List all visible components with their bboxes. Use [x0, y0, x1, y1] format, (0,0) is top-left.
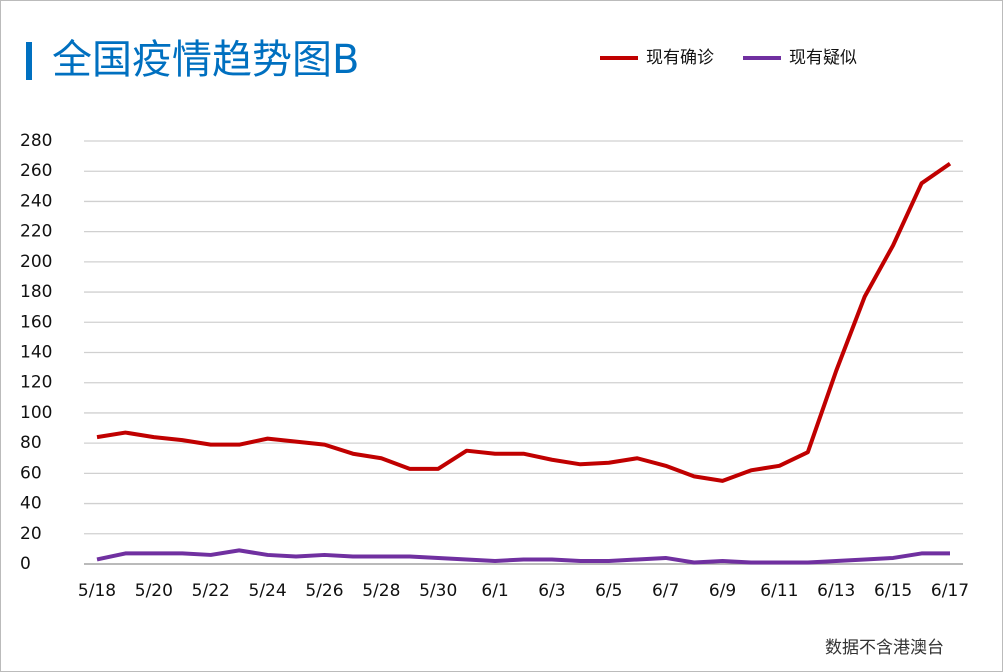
x-tick-label: 5/20: [135, 581, 173, 601]
y-tick-label: 200: [20, 252, 52, 272]
y-tick-label: 100: [20, 403, 52, 423]
x-tick-label: 6/3: [538, 581, 565, 601]
y-tick-label: 160: [20, 312, 52, 332]
y-tick-label: 80: [20, 433, 42, 453]
chart-title: 全国疫情趋势图B: [52, 37, 359, 83]
y-tick-label: 240: [20, 191, 52, 211]
x-tick-label: 6/9: [709, 581, 736, 601]
x-tick-label: 6/11: [760, 581, 798, 601]
title-bar: [26, 42, 32, 80]
y-tick-label: 20: [20, 524, 42, 544]
note: 数据不含港澳台: [825, 638, 944, 658]
x-tick-label: 5/30: [419, 581, 457, 601]
x-tick-label: 6/1: [481, 581, 508, 601]
series-line: [96, 548, 950, 565]
legend-label: 现有确诊: [646, 48, 714, 68]
y-tick-label: 220: [20, 222, 52, 242]
x-tick-label: 5/28: [362, 581, 400, 601]
x-tick-label: 6/7: [652, 581, 679, 601]
x-tick-label: 5/24: [249, 581, 287, 601]
y-tick-label: 260: [20, 161, 52, 181]
y-tick-label: 180: [20, 282, 52, 302]
x-tick-label: 5/18: [78, 581, 116, 601]
y-tick-label: 280: [20, 131, 52, 151]
x-tick-label: 5/22: [192, 581, 230, 601]
y-tick-label: 0: [20, 554, 31, 574]
x-tick-label: 6/5: [595, 581, 622, 601]
y-tick-label: 140: [20, 343, 52, 363]
y-tick-label: 120: [20, 373, 52, 393]
series-line: [96, 162, 952, 483]
x-tick-label: 5/26: [305, 581, 343, 601]
y-tick-label: 40: [20, 494, 42, 514]
x-tick-label: 6/17: [931, 581, 969, 601]
x-tick-label: 6/15: [874, 581, 912, 601]
y-tick-label: 60: [20, 463, 42, 483]
legend-label: 现有疑似: [789, 48, 857, 68]
x-tick-label: 6/13: [817, 581, 855, 601]
